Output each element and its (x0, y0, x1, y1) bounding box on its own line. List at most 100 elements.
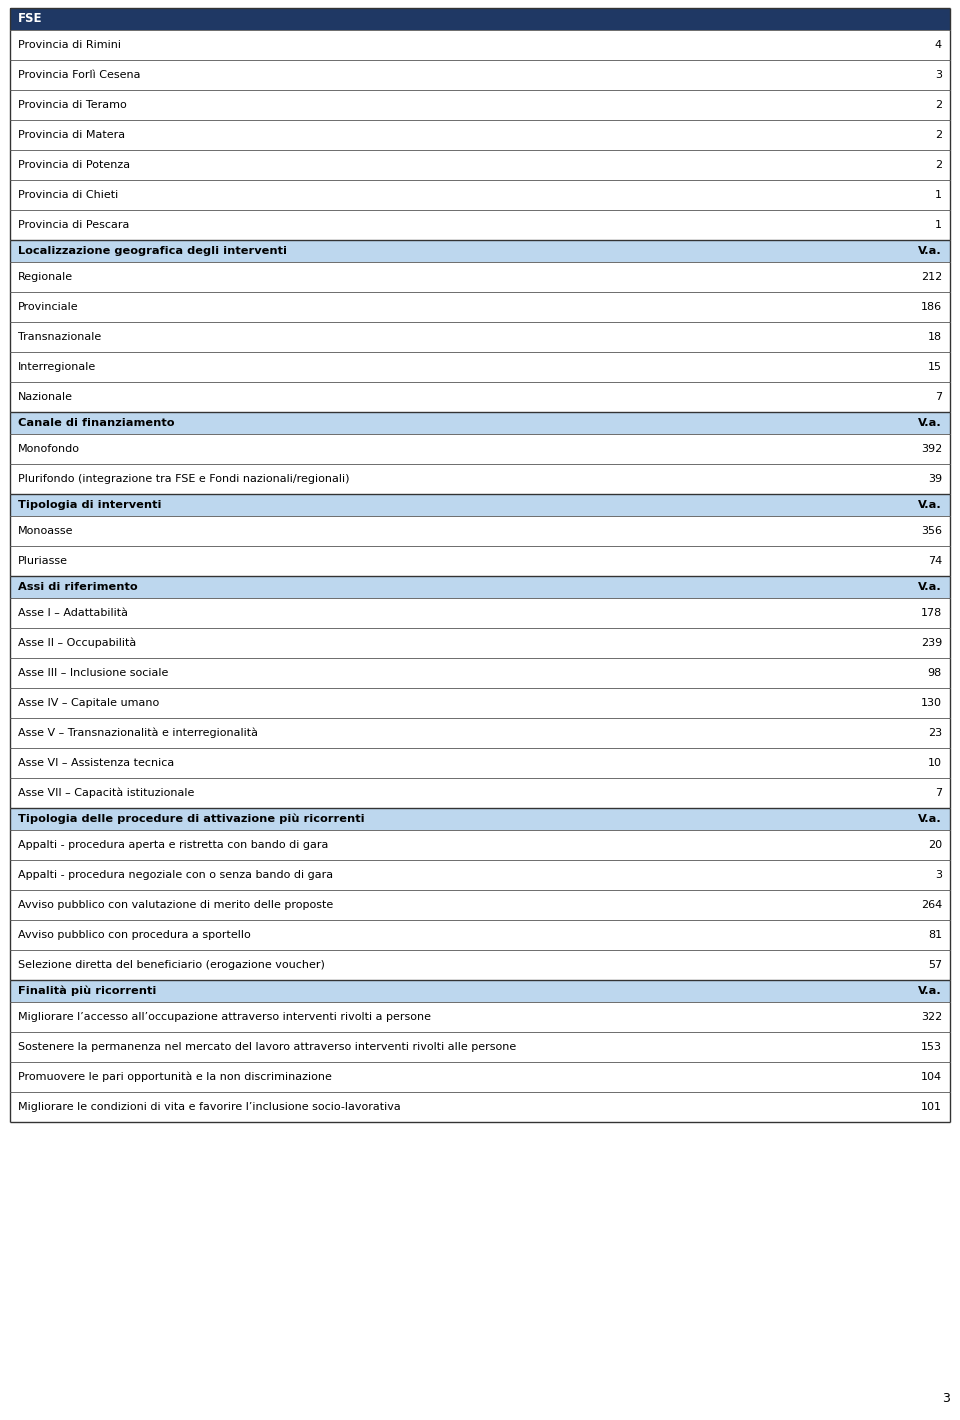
Text: Asse IV – Capitale umano: Asse IV – Capitale umano (18, 699, 159, 709)
Text: Assi di riferimento: Assi di riferimento (18, 582, 137, 592)
Bar (10, 210, 950, 240)
Bar (10, 435, 950, 464)
Text: Asse VI – Assistenza tecnica: Asse VI – Assistenza tecnica (18, 758, 175, 768)
Bar (10, 151, 950, 180)
Text: 1: 1 (935, 190, 942, 200)
Bar (10, 1092, 950, 1122)
Text: Avviso pubblico con valutazione di merito delle proposte: Avviso pubblico con valutazione di merit… (18, 900, 333, 910)
Bar (10, 382, 950, 412)
Bar (10, 464, 950, 494)
Bar (10, 628, 950, 657)
Text: 1: 1 (935, 220, 942, 230)
Bar (10, 980, 950, 1003)
Text: 23: 23 (928, 728, 942, 738)
Text: Asse VII – Capacità istituzionale: Asse VII – Capacità istituzionale (18, 788, 194, 798)
Text: Provincia di Potenza: Provincia di Potenza (18, 160, 131, 170)
Bar (10, 577, 950, 598)
Text: Transnazionale: Transnazionale (18, 332, 101, 342)
Text: 3: 3 (942, 1392, 950, 1404)
Text: Regionale: Regionale (18, 273, 73, 283)
Text: V.a.: V.a. (919, 246, 942, 256)
Text: 2: 2 (935, 99, 942, 109)
Text: V.a.: V.a. (919, 985, 942, 995)
Text: Localizzazione geografica degli interventi: Localizzazione geografica degli interven… (18, 246, 287, 256)
Text: 212: 212 (921, 273, 942, 283)
Text: 10: 10 (928, 758, 942, 768)
Bar (10, 920, 950, 950)
Text: Provinciale: Provinciale (18, 302, 79, 312)
Bar (10, 1032, 950, 1062)
Text: V.a.: V.a. (919, 814, 942, 824)
Text: Migliorare l’accesso all’occupazione attraverso interventi rivolti a persone: Migliorare l’accesso all’occupazione att… (18, 1012, 431, 1022)
Text: V.a.: V.a. (919, 417, 942, 427)
Bar (10, 778, 950, 808)
Bar (10, 121, 950, 151)
Text: Interregionale: Interregionale (18, 362, 96, 372)
Bar (10, 547, 950, 577)
Text: 186: 186 (921, 302, 942, 312)
Text: 130: 130 (921, 699, 942, 709)
Bar (10, 293, 950, 322)
Bar (10, 180, 950, 210)
Bar (10, 240, 950, 263)
Bar (10, 89, 950, 121)
Text: Asse I – Adattabilità: Asse I – Adattabilità (18, 608, 128, 618)
Text: Nazionale: Nazionale (18, 392, 73, 402)
Text: Asse III – Inclusione sociale: Asse III – Inclusione sociale (18, 667, 168, 677)
Text: Monofondo: Monofondo (18, 444, 80, 454)
Text: 101: 101 (921, 1102, 942, 1112)
Bar (10, 30, 950, 60)
Bar (10, 412, 950, 435)
Bar (10, 1003, 950, 1032)
Text: Canale di finanziamento: Canale di finanziamento (18, 417, 175, 427)
Text: 39: 39 (928, 474, 942, 484)
Bar (10, 352, 950, 382)
Text: Asse II – Occupabilità: Asse II – Occupabilità (18, 638, 136, 649)
Text: 4: 4 (935, 40, 942, 50)
Text: Tipologia delle procedure di attivazione più ricorrenti: Tipologia delle procedure di attivazione… (18, 814, 365, 824)
Text: Pluriasse: Pluriasse (18, 557, 68, 567)
Text: FSE: FSE (18, 13, 42, 26)
Text: 356: 356 (921, 525, 942, 535)
Text: 18: 18 (928, 332, 942, 342)
Bar (10, 1062, 950, 1092)
Bar (10, 515, 950, 547)
Text: Migliorare le condizioni di vita e favorire l’inclusione socio-lavorativa: Migliorare le condizioni di vita e favor… (18, 1102, 400, 1112)
Text: 153: 153 (921, 1042, 942, 1052)
Text: Selezione diretta del beneficiario (erogazione voucher): Selezione diretta del beneficiario (erog… (18, 960, 324, 970)
Bar (10, 263, 950, 293)
Text: 264: 264 (921, 900, 942, 910)
Text: Sostenere la permanenza nel mercato del lavoro attraverso interventi rivolti all: Sostenere la permanenza nel mercato del … (18, 1042, 516, 1052)
Bar (10, 494, 950, 515)
Text: Provincia di Matera: Provincia di Matera (18, 131, 125, 141)
Text: 322: 322 (921, 1012, 942, 1022)
Text: 15: 15 (928, 362, 942, 372)
Text: 7: 7 (935, 788, 942, 798)
Text: 3: 3 (935, 870, 942, 880)
Bar (10, 748, 950, 778)
Text: 239: 239 (921, 638, 942, 648)
Text: V.a.: V.a. (919, 500, 942, 510)
Text: 178: 178 (921, 608, 942, 618)
Text: Provincia di Rimini: Provincia di Rimini (18, 40, 121, 50)
Text: Tipologia di interventi: Tipologia di interventi (18, 500, 161, 510)
Text: 20: 20 (928, 841, 942, 851)
Bar (10, 950, 950, 980)
Text: 104: 104 (921, 1072, 942, 1082)
Bar (10, 831, 950, 861)
Text: Provincia di Teramo: Provincia di Teramo (18, 99, 127, 109)
Bar (10, 9, 950, 30)
Bar (10, 598, 950, 628)
Text: Appalti - procedura negoziale con o senza bando di gara: Appalti - procedura negoziale con o senz… (18, 870, 333, 880)
Text: 2: 2 (935, 131, 942, 141)
Text: Provincia di Pescara: Provincia di Pescara (18, 220, 130, 230)
Bar (10, 719, 950, 748)
Text: Avviso pubblico con procedura a sportello: Avviso pubblico con procedura a sportell… (18, 930, 251, 940)
Text: 98: 98 (927, 667, 942, 677)
Bar (10, 322, 950, 352)
Text: V.a.: V.a. (919, 582, 942, 592)
Bar (10, 60, 950, 89)
Text: Finalità più ricorrenti: Finalità più ricorrenti (18, 985, 156, 997)
Text: 3: 3 (935, 70, 942, 80)
Text: 7: 7 (935, 392, 942, 402)
